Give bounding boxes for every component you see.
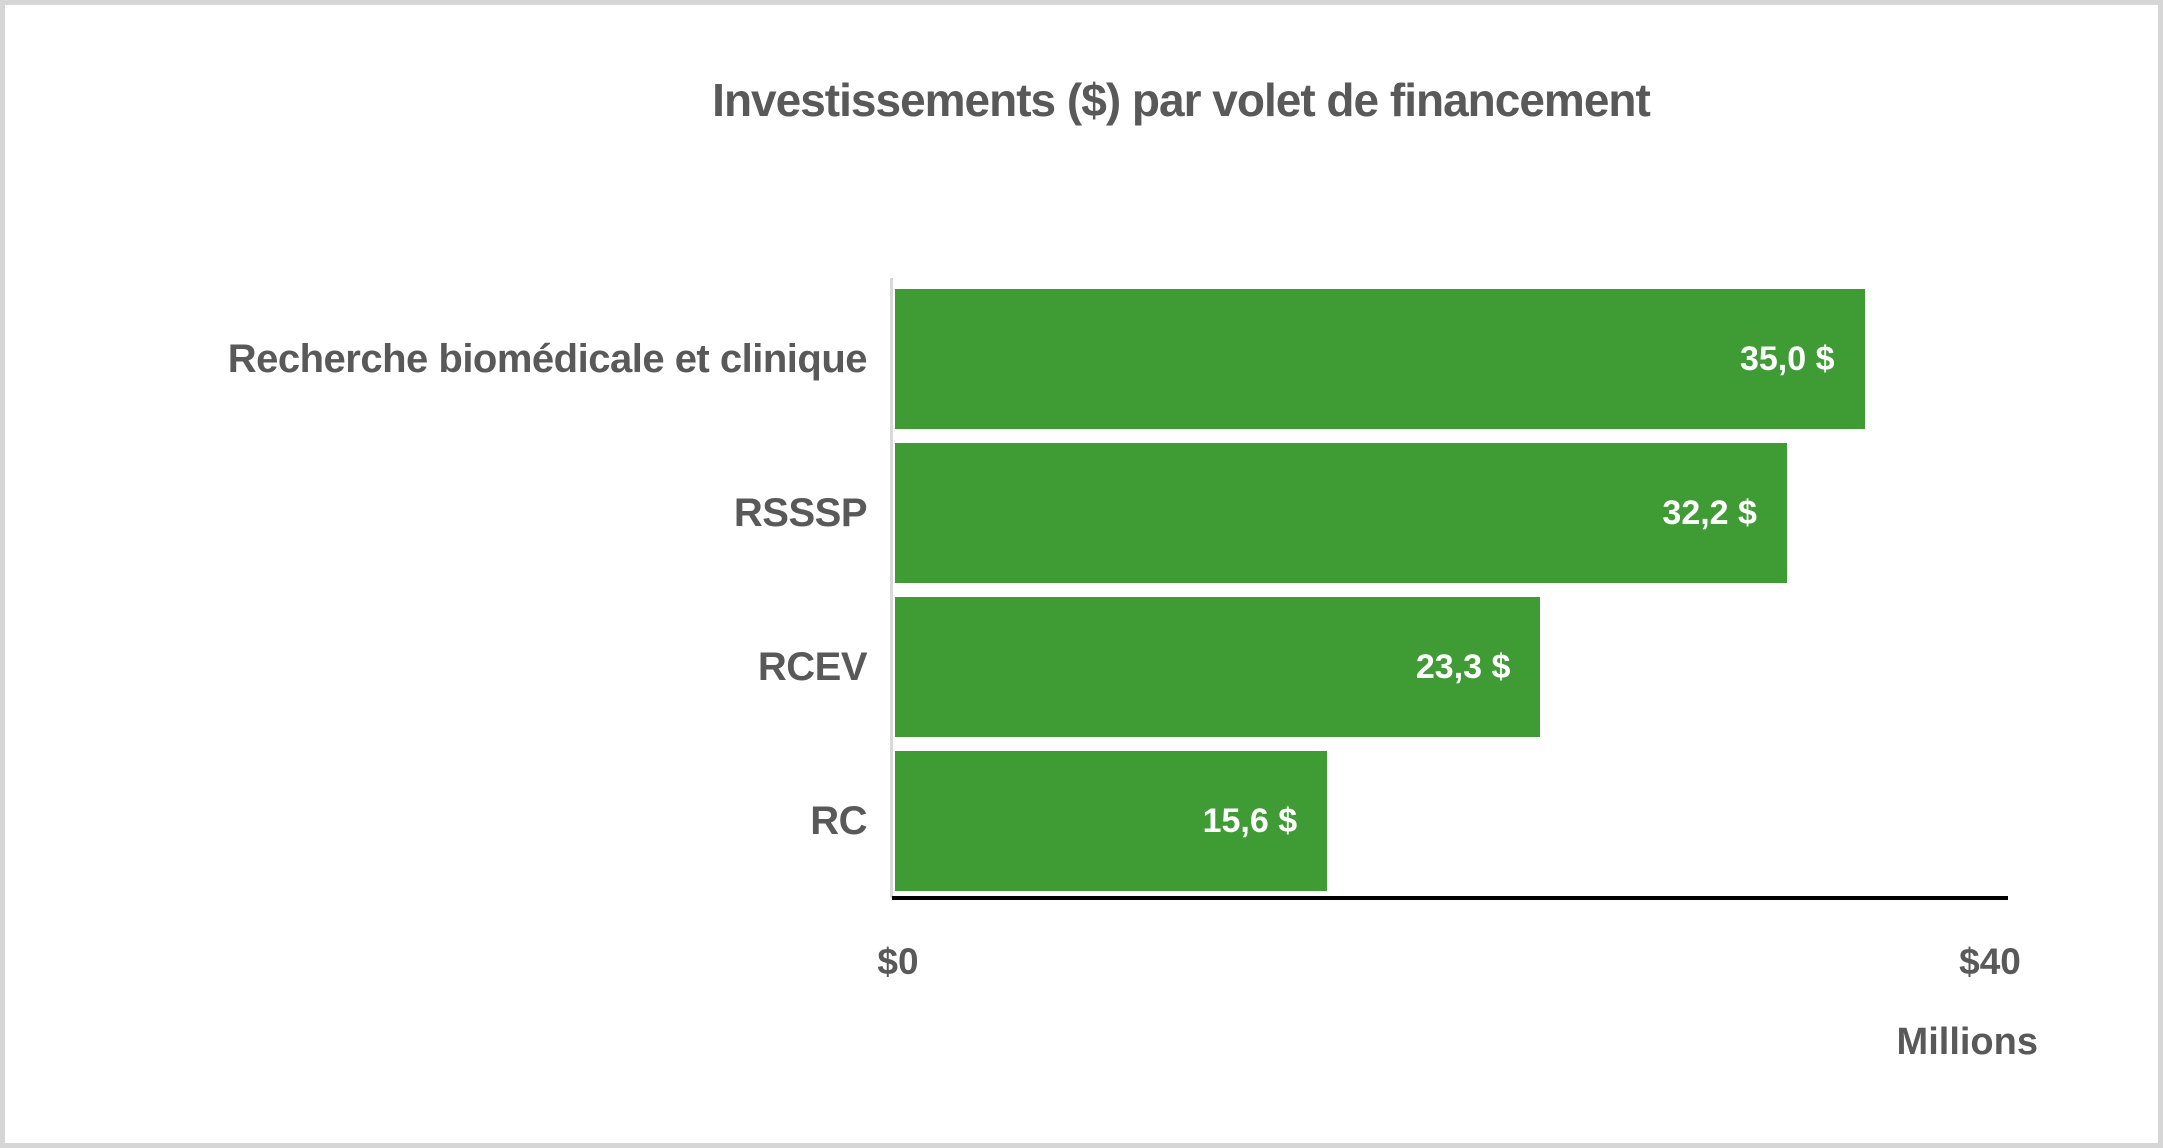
data-label: 23,3 $ (1415, 647, 1511, 686)
data-label: 15,6 $ (1202, 801, 1298, 840)
data-label: 32,2 $ (1662, 493, 1757, 532)
x-axis-line (892, 896, 2008, 900)
x-axis-tick-min: $0 (877, 941, 919, 982)
bar-rc: 15,6 $ (895, 751, 1328, 891)
bar-row: 35,0 $ (895, 282, 2003, 436)
bar-rcev: 23,3 $ (895, 597, 1541, 737)
x-axis-unit-label: Millions (1896, 1021, 2038, 1063)
bar-recherche: 35,0 $ (895, 289, 1865, 429)
bar-row: 23,3 $ (895, 590, 2003, 744)
category-row: RCEV (45, 590, 868, 744)
category-label-rc: RC (810, 798, 867, 843)
data-label: 35,0 $ (1739, 339, 1835, 378)
x-axis-tick-max: $40 (1959, 941, 2021, 982)
category-label-recherche: Recherche biomédicale et clinique (227, 336, 868, 381)
plot-area: 35,0 $ 32,2 $ 23,3 $ 15,6 $ (895, 282, 2003, 898)
chart-title: Investissements ($) par volet de finance… (712, 74, 1651, 126)
y-axis-baseline (890, 278, 893, 898)
bar-rsssp: 32,2 $ (895, 443, 1787, 583)
y-axis-category-labels: Recherche biomédicale et clinique RSSSP … (45, 282, 868, 898)
category-row: RSSSP (45, 436, 868, 590)
category-label-rsssp: RSSSP (733, 490, 868, 535)
category-row: RC (45, 744, 867, 898)
bar-row: 15,6 $ (895, 744, 2003, 898)
category-row: Recherche biomédicale et clinique (45, 282, 868, 436)
category-label-rcev: RCEV (757, 644, 868, 689)
bar-row: 32,2 $ (895, 436, 2003, 590)
